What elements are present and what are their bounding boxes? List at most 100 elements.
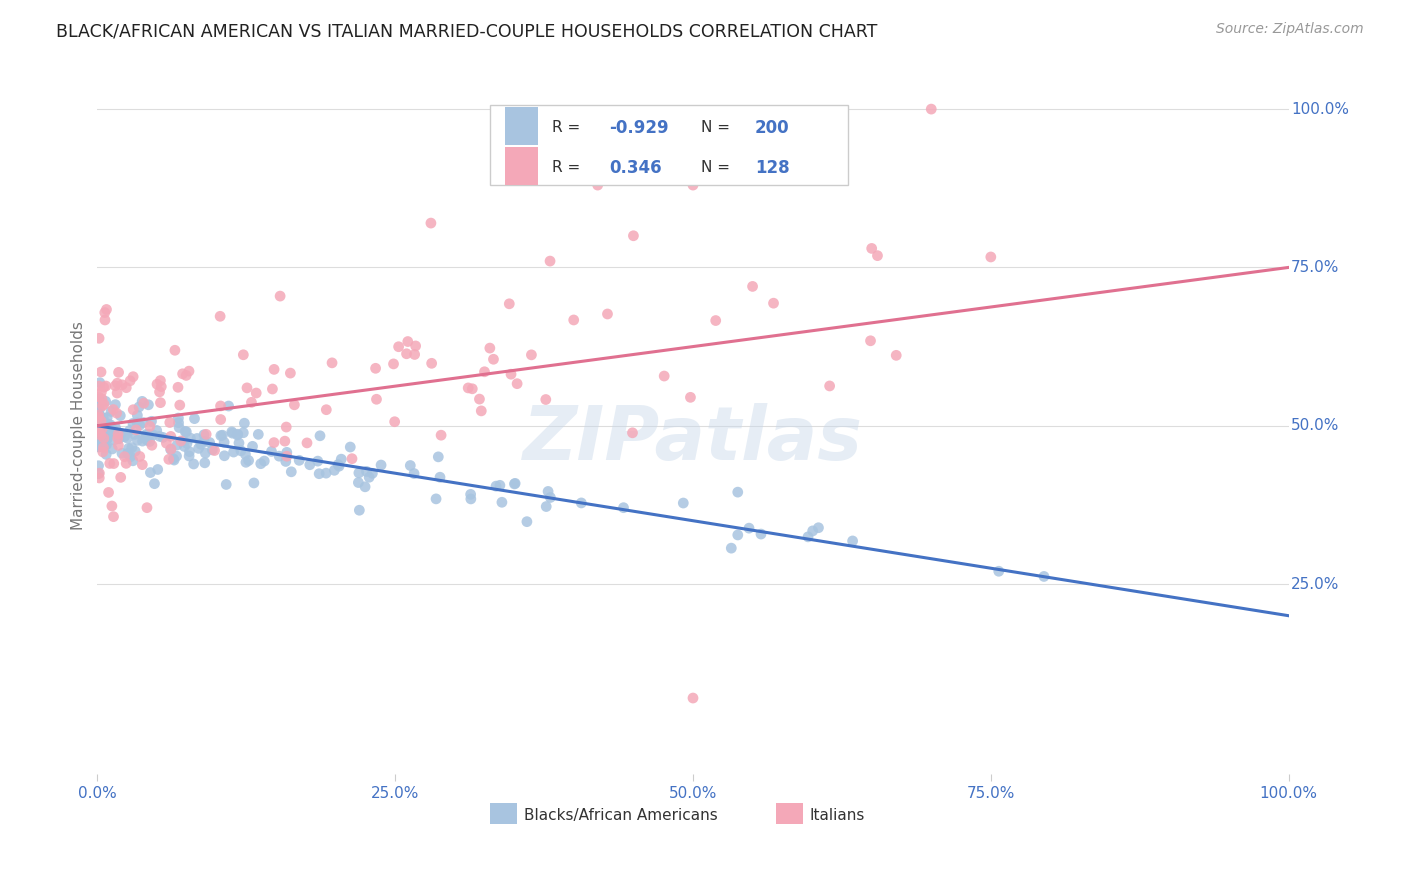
Point bbox=[104, 398, 127, 412]
Point bbox=[404, 347, 426, 361]
Point bbox=[243, 475, 266, 490]
Point bbox=[323, 463, 346, 477]
Point bbox=[460, 487, 482, 501]
Point bbox=[87, 440, 110, 454]
Point bbox=[280, 366, 302, 380]
Point bbox=[201, 442, 224, 457]
Point bbox=[347, 466, 370, 480]
Point bbox=[120, 450, 142, 464]
Text: N =: N = bbox=[702, 120, 735, 136]
Point bbox=[419, 216, 441, 230]
Point bbox=[215, 477, 238, 491]
Point bbox=[122, 402, 145, 417]
Point bbox=[87, 430, 110, 444]
Point bbox=[127, 434, 149, 448]
Point bbox=[470, 404, 492, 418]
Point bbox=[841, 533, 863, 548]
Point bbox=[538, 254, 561, 268]
Point bbox=[90, 428, 112, 442]
Point bbox=[131, 458, 153, 472]
Point bbox=[96, 447, 118, 461]
Point bbox=[315, 466, 337, 480]
Point bbox=[209, 310, 232, 324]
Point bbox=[111, 377, 134, 392]
Text: 0.346: 0.346 bbox=[610, 159, 662, 177]
Point bbox=[145, 424, 167, 438]
Point bbox=[194, 456, 217, 470]
Point bbox=[105, 386, 128, 401]
Point bbox=[93, 435, 115, 450]
Point bbox=[159, 429, 181, 443]
Point bbox=[89, 466, 111, 480]
Point bbox=[103, 509, 125, 524]
Point bbox=[1033, 569, 1056, 583]
Text: N =: N = bbox=[702, 161, 735, 176]
Point bbox=[226, 428, 249, 442]
Point bbox=[167, 420, 190, 434]
Point bbox=[506, 376, 529, 391]
Point bbox=[139, 466, 162, 480]
Point bbox=[204, 443, 226, 458]
Point bbox=[485, 479, 508, 493]
Text: Blacks/African Americans: Blacks/African Americans bbox=[524, 807, 717, 822]
Point bbox=[198, 435, 221, 450]
Point bbox=[980, 250, 1002, 264]
Point bbox=[120, 374, 142, 388]
Point bbox=[276, 449, 298, 463]
Point bbox=[920, 102, 942, 116]
Point bbox=[741, 279, 763, 293]
Point bbox=[520, 348, 543, 362]
Point bbox=[356, 465, 378, 479]
Point bbox=[124, 427, 146, 442]
Point bbox=[138, 398, 160, 412]
Point bbox=[884, 348, 907, 362]
Point bbox=[115, 456, 138, 470]
Point bbox=[209, 412, 232, 426]
Point bbox=[89, 421, 111, 435]
Point bbox=[354, 480, 377, 494]
Point bbox=[89, 471, 111, 485]
Point bbox=[405, 339, 427, 353]
Point bbox=[245, 386, 267, 401]
Point bbox=[103, 433, 125, 447]
Point bbox=[384, 415, 406, 429]
Point bbox=[87, 428, 110, 442]
Point bbox=[107, 365, 129, 379]
Point bbox=[163, 343, 186, 358]
Point bbox=[260, 444, 283, 458]
Point bbox=[110, 426, 132, 441]
Point bbox=[226, 427, 249, 442]
Point bbox=[176, 425, 198, 439]
Point bbox=[623, 228, 645, 243]
Point bbox=[253, 454, 276, 468]
Point bbox=[727, 528, 749, 542]
Text: 100.0%: 100.0% bbox=[1291, 102, 1348, 117]
Point bbox=[569, 496, 592, 510]
Point bbox=[347, 475, 370, 490]
Point bbox=[122, 454, 145, 468]
Point bbox=[866, 249, 889, 263]
Point bbox=[97, 485, 120, 500]
Point bbox=[173, 440, 195, 454]
Point bbox=[801, 524, 824, 538]
Point bbox=[174, 425, 197, 439]
Point bbox=[295, 436, 318, 450]
Point bbox=[249, 457, 271, 471]
Point bbox=[263, 362, 285, 376]
Point bbox=[427, 450, 450, 464]
Point bbox=[132, 396, 155, 410]
Point bbox=[89, 434, 111, 449]
Point bbox=[87, 399, 110, 413]
Point bbox=[326, 458, 349, 472]
Point bbox=[364, 361, 387, 376]
Point bbox=[228, 436, 250, 450]
Point bbox=[232, 348, 254, 362]
Point bbox=[87, 431, 110, 445]
Point bbox=[361, 467, 384, 481]
Point bbox=[87, 409, 110, 424]
Point bbox=[159, 416, 181, 430]
Point bbox=[399, 458, 422, 473]
Point bbox=[135, 427, 157, 442]
Point bbox=[136, 500, 159, 515]
Point bbox=[321, 356, 343, 370]
